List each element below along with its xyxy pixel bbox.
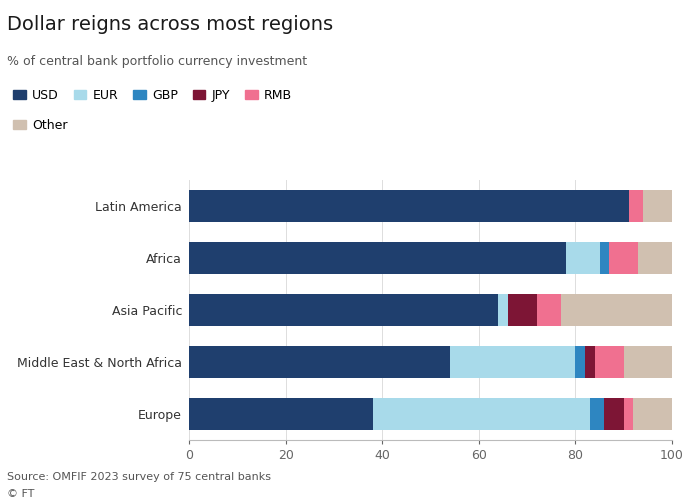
Bar — [575, 346, 585, 378]
Bar — [604, 398, 624, 430]
Legend: Other: Other — [13, 118, 67, 132]
Bar — [643, 190, 672, 222]
Bar — [189, 190, 629, 222]
Bar — [498, 294, 508, 326]
Bar — [609, 242, 638, 274]
Bar — [590, 398, 604, 430]
Bar — [372, 398, 590, 430]
Legend: USD, EUR, GBP, JPY, RMB: USD, EUR, GBP, JPY, RMB — [13, 89, 292, 102]
Bar — [189, 346, 450, 378]
Bar — [624, 398, 634, 430]
Bar — [638, 242, 672, 274]
Bar — [450, 346, 575, 378]
Text: Dollar reigns across most regions: Dollar reigns across most regions — [7, 15, 333, 34]
Bar — [189, 242, 566, 274]
Bar — [624, 346, 672, 378]
Text: © FT: © FT — [7, 489, 34, 499]
Bar — [599, 242, 609, 274]
Bar — [561, 294, 672, 326]
Bar — [595, 346, 624, 378]
Bar — [629, 190, 643, 222]
Text: Source: OMFIF 2023 survey of 75 central banks: Source: OMFIF 2023 survey of 75 central … — [7, 472, 271, 482]
Text: % of central bank portfolio currency investment: % of central bank portfolio currency inv… — [7, 55, 307, 68]
Bar — [189, 294, 498, 326]
Bar — [566, 242, 599, 274]
Bar — [537, 294, 561, 326]
Bar — [508, 294, 537, 326]
Bar — [634, 398, 672, 430]
Bar — [189, 398, 372, 430]
Bar — [585, 346, 595, 378]
